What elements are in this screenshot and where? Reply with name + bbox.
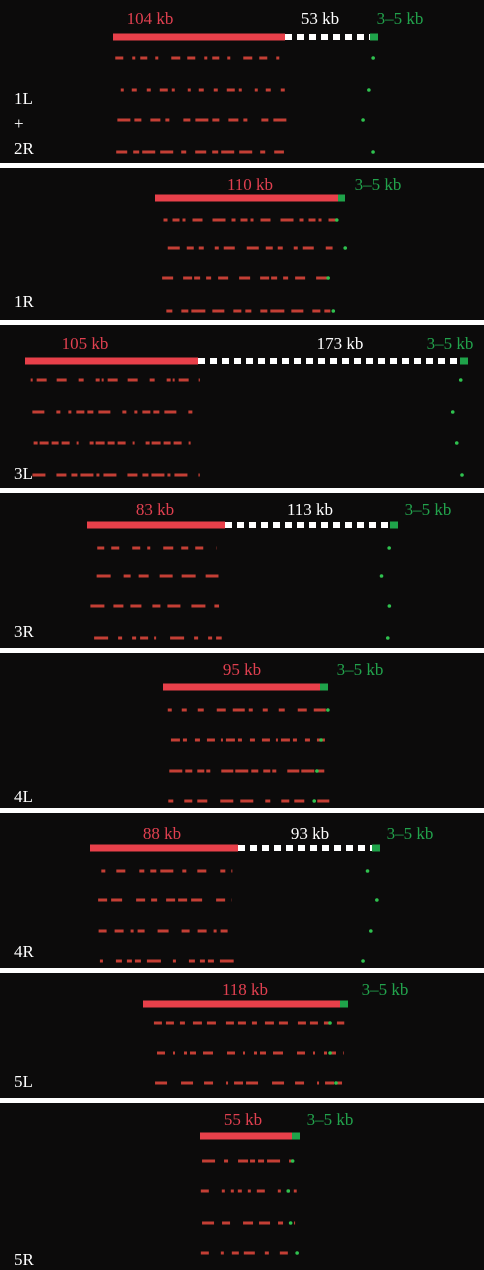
green-signal [312,799,316,803]
green-signal [367,88,371,92]
green-bar [320,684,328,691]
green-signal [315,769,319,773]
red-bar [87,522,225,529]
green-signal [291,1159,295,1163]
red-label: 83 kb [136,500,174,519]
arm-label: 1R [14,292,35,311]
panel: 83 kb 113 kb 3–5 kb 3R [0,493,484,648]
red-label: 88 kb [143,824,181,843]
green-signal [326,276,330,280]
green-signal [375,898,379,902]
green-bar [372,845,380,852]
green-bar [370,34,378,41]
figure: 104 kb 53 kb 3–5 kb 1L +2R 110 kb 3–5 kb 1R 105 … [0,0,484,1270]
red-label: 118 kb [222,980,268,999]
green-signal [334,1081,338,1085]
green-signal [387,546,391,550]
panel: 110 kb 3–5 kb 1R [0,168,484,320]
green-label: 3–5 kb [362,980,409,999]
green-label: 3–5 kb [427,334,474,353]
panel: 104 kb 53 kb 3–5 kb 1L +2R [0,0,484,163]
gap-label: 173 kb [317,334,364,353]
green-signal [371,56,375,60]
arm-label: 3L [14,464,33,483]
green-bar [340,1001,348,1008]
arm-label: 3R [14,622,35,641]
gap-label: 53 kb [301,9,339,28]
green-signal [289,1221,293,1225]
arm-label: 5R [14,1250,35,1269]
panel: 95 kb 3–5 kb 4L [0,653,484,808]
green-signal [286,1189,290,1193]
green-signal [380,574,384,578]
panel: 55 kb 3–5 kb 5R [0,1103,484,1270]
red-label: 95 kb [223,660,261,679]
green-label: 3–5 kb [377,9,424,28]
red-label: 105 kb [62,334,109,353]
green-bar [460,358,468,365]
arm-label: 5L [14,1072,33,1091]
green-label: 3–5 kb [337,660,384,679]
red-label: 104 kb [127,9,174,28]
gap-label: 93 kb [291,824,329,843]
red-bar [143,1001,340,1008]
green-signal [459,378,463,382]
green-bar [338,195,345,202]
green-signal [455,441,459,445]
red-bar [113,34,285,41]
green-signal [451,410,455,414]
green-bar [390,522,398,529]
green-bar [292,1133,300,1140]
page: {"panels": [ {"label": ["1L", "+", "2R"]… [0,0,484,1270]
red-bar [163,684,320,691]
green-signal [386,636,390,640]
green-signal [343,246,347,250]
arm-label: 4L [14,787,33,806]
green-signal [295,1251,299,1255]
green-label: 3–5 kb [405,500,452,519]
green-signal [361,118,365,122]
green-label: 3–5 kb [307,1110,354,1129]
green-signal [366,869,370,873]
panel: 88 kb 93 kb 3–5 kb 4R [0,813,484,968]
arm-label: 4R [14,942,35,961]
arm-label: + [14,114,24,133]
green-signal [369,929,373,933]
red-bar [25,358,198,365]
red-bar [200,1133,292,1140]
green-label: 3–5 kb [387,824,434,843]
red-bar [155,195,338,202]
panel: 105 kb 173 kb 3–5 kb 3L [0,325,484,488]
panel: 118 kb 3–5 kb 5L [0,973,484,1098]
green-signal [371,150,375,154]
gap-label: 113 kb [287,500,333,519]
red-label: 110 kb [227,175,273,194]
green-signal [328,1021,332,1025]
green-signal [331,309,335,313]
green-signal [388,604,392,608]
red-bar [90,845,238,852]
arm-label: 2R [14,139,35,158]
green-signal [335,218,339,222]
green-signal [460,473,464,477]
green-signal [361,959,365,963]
green-label: 3–5 kb [355,175,402,194]
arm-label: 1L [14,89,33,108]
red-label: 55 kb [224,1110,262,1129]
green-signal [319,738,323,742]
green-signal [326,708,330,712]
green-signal [328,1051,332,1055]
